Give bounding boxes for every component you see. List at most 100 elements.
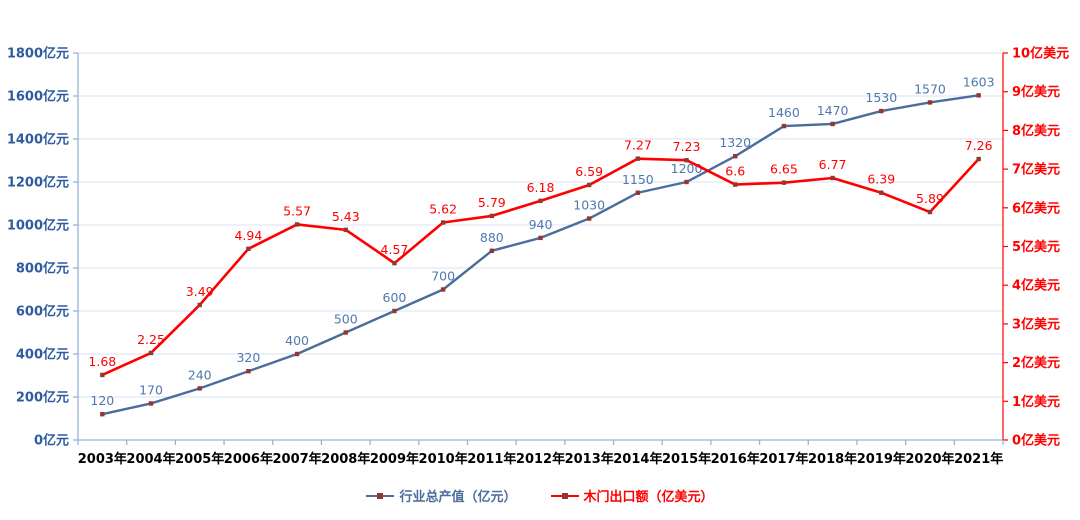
x-axis-category-label: 2020年: [905, 451, 954, 467]
right-axis-tick-label: 5亿美元: [1012, 239, 1060, 255]
data-point-marker: [733, 154, 738, 159]
data-label: 880: [480, 230, 504, 245]
data-label: 1200: [671, 161, 703, 176]
data-label: 1460: [768, 105, 800, 120]
data-label: 6.18: [527, 180, 555, 195]
data-point-marker: [148, 350, 154, 356]
data-label: 5.89: [916, 191, 944, 206]
x-axis-category-label: 2012年: [516, 451, 565, 467]
data-label: 940: [529, 217, 553, 232]
x-axis-category-label: 2011年: [467, 451, 516, 467]
series-1: 1.68 2.25 3.49 4.94 5.57 5.43 4.57 5.62 5.79 6.18…: [88, 138, 993, 378]
red-line-marker-icon: [550, 492, 579, 500]
left-axis-tick-label: 1600亿元: [7, 89, 69, 105]
right-axis-tick-label: 10亿美元: [1012, 46, 1069, 62]
x-axis-category-label: 2005年: [175, 451, 224, 467]
data-point-marker: [733, 182, 738, 187]
x-axis-category-label: 2007年: [272, 451, 321, 467]
data-point-marker: [489, 213, 495, 219]
data-point-marker: [440, 287, 446, 292]
x-axis-category-label: 2017年: [759, 451, 808, 467]
data-label: 7.26: [965, 138, 993, 153]
right-axis-tick-label: 9亿美元: [1012, 84, 1060, 100]
left-axis-tick-label: 600亿元: [16, 304, 69, 320]
data-point-marker: [392, 308, 397, 314]
x-axis-category-label: 2010年: [419, 451, 468, 467]
left-axis-tick-label: 1000亿元: [7, 218, 69, 234]
data-point-marker: [927, 100, 933, 105]
data-label: 4.57: [381, 242, 409, 257]
data-label: 1320: [719, 135, 751, 150]
data-label: 5.62: [429, 202, 457, 217]
right-axis-tick-label: 7亿美元: [1012, 162, 1060, 178]
data-label: 1470: [817, 103, 849, 118]
data-point-marker: [489, 248, 495, 253]
x-axis-category-label: 2008年: [321, 451, 370, 467]
data-point-marker: [684, 179, 689, 185]
data-point-marker: [100, 372, 105, 378]
data-point-marker: [976, 93, 981, 98]
series-line: [101, 94, 980, 416]
left-axis-tick-label: 400亿元: [16, 347, 69, 363]
data-label: 6.65: [770, 162, 798, 177]
legend-label-export-value: 木门出口额（亿美元）: [583, 490, 714, 505]
x-axis-category-label: 2018年: [808, 451, 857, 467]
legend-item-export-value: 木门出口额（亿美元）: [550, 486, 714, 505]
data-label: 1030: [573, 198, 605, 213]
data-label: 1603: [963, 74, 995, 89]
data-point-marker: [684, 157, 689, 163]
data-point-marker: [781, 123, 787, 129]
x-axis-category-label: 2021年: [954, 451, 1003, 467]
data-label: 1570: [914, 81, 946, 96]
left-axis-tick-label: 1200亿元: [7, 175, 69, 191]
data-label: 120: [90, 393, 114, 408]
data-point-marker: [586, 182, 592, 188]
left-axis-tick-label: 1400亿元: [7, 132, 69, 148]
data-point-marker: [197, 302, 202, 308]
data-label: 240: [188, 367, 212, 382]
data-point-marker: [294, 351, 300, 357]
blue-line-marker-icon: [366, 492, 395, 500]
left-axis-labels: 0亿元 200亿元 400亿元 600亿元 800亿元 1000亿元 1200亿元 1400亿…: [7, 46, 78, 449]
data-point-marker: [538, 198, 543, 204]
data-point-marker: [148, 401, 154, 406]
data-label: 7.23: [673, 139, 701, 154]
data-label: 700: [431, 269, 455, 284]
data-label: 1.68: [88, 354, 116, 369]
data-point-marker: [246, 369, 251, 374]
x-axis-category-label: 2019年: [857, 451, 906, 467]
data-label: 320: [236, 350, 260, 365]
right-axis-tick-label: 2亿美元: [1012, 355, 1060, 371]
legend-square-swatch: [377, 492, 384, 499]
x-axis-category-label: 2016年: [711, 451, 760, 467]
data-point-marker: [440, 220, 446, 225]
left-axis-tick-label: 200亿元: [16, 390, 69, 406]
x-axis-labels: 2003年 2004年 2005年 2006年 2007年 2008年 2009年 2010年…: [77, 440, 1004, 467]
right-axis-tick-label: 4亿美元: [1012, 278, 1060, 294]
right-axis-tick-label: 8亿美元: [1012, 123, 1060, 139]
x-axis-category-label: 2003年: [78, 451, 127, 467]
legend-label-total-output: 行业总产值（亿元）: [399, 490, 517, 505]
data-point-marker: [294, 222, 300, 227]
data-label: 1150: [622, 172, 654, 187]
data-point-marker: [343, 330, 348, 335]
x-axis-category-label: 2013年: [565, 451, 614, 467]
data-point-marker: [538, 235, 543, 241]
chart-legend: 行业总产值（亿元） 木门出口额（亿美元）: [0, 486, 1080, 505]
data-point-marker: [879, 190, 884, 195]
left-axis-tick-label: 0亿元: [34, 433, 69, 449]
data-label: 5.43: [332, 209, 360, 224]
data-point-marker: [100, 412, 105, 417]
data-label: 1530: [865, 90, 897, 105]
right-axis-tick-label: 1亿美元: [1012, 394, 1060, 410]
legend-item-total-output: 行业总产值（亿元）: [366, 486, 517, 505]
data-point-marker: [586, 216, 592, 221]
data-point-marker: [197, 386, 202, 391]
right-axis-tick-label: 3亿美元: [1012, 316, 1060, 332]
data-label: 6.6: [725, 164, 745, 179]
data-point-marker: [343, 227, 348, 233]
data-point-marker: [246, 246, 251, 252]
data-label: 3.49: [186, 284, 214, 299]
